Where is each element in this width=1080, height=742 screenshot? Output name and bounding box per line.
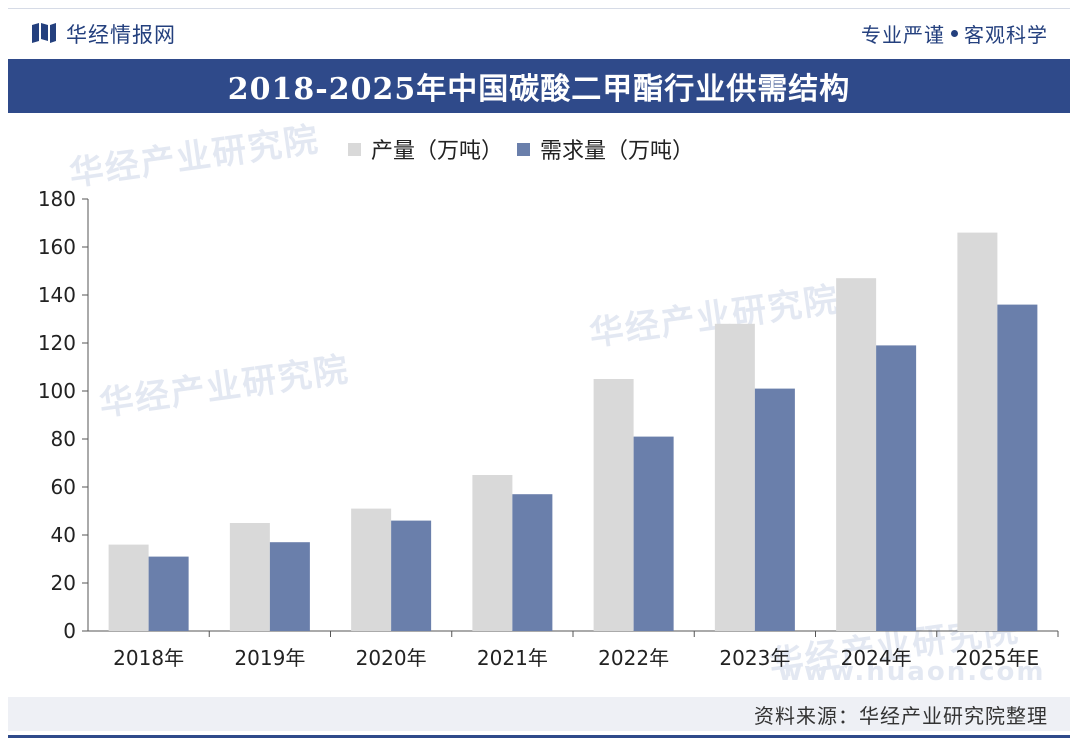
- separator-dot-icon: [951, 30, 958, 37]
- x-tick-label: 2024年: [841, 646, 912, 670]
- bar-demand: [754, 388, 795, 631]
- x-tick-label: 2023年: [719, 646, 790, 670]
- x-tick-label: 2021年: [477, 646, 548, 670]
- legend-swatch-production: [348, 142, 361, 156]
- y-tick-label: 60: [51, 475, 76, 499]
- bar-production: [593, 379, 634, 631]
- header-bar: 华经情报网 专业严谨 客观科学: [8, 9, 1070, 55]
- bar-production: [714, 323, 755, 631]
- legend-item-demand: 需求量（万吨）: [517, 133, 694, 165]
- y-tick-label: 120: [38, 331, 76, 355]
- legend-item-production: 产量（万吨）: [348, 133, 503, 165]
- bar-chart: 0 20 40 60 80 100 120 140 160 180 2018年 2019年 2020年 2…: [38, 187, 1059, 670]
- bar-demand: [148, 556, 189, 631]
- bar-demand: [876, 345, 917, 631]
- y-tick-label: 160: [38, 235, 76, 259]
- bar-demand: [997, 304, 1038, 631]
- y-tick-label: 180: [38, 187, 76, 211]
- bar-production: [957, 232, 998, 631]
- slogan-left: 专业严谨: [861, 23, 945, 47]
- bar-demand: [512, 494, 553, 631]
- brand-name: 华经情报网: [66, 23, 176, 47]
- x-tick-label: 2018年: [113, 646, 184, 670]
- legend-swatch-demand: [517, 142, 531, 156]
- chart-title: 2018-2025年中国碳酸二甲酯行业供需结构: [8, 59, 1070, 113]
- legend-label-demand: 需求量（万吨）: [540, 139, 695, 164]
- brand-logo-icon: [32, 23, 56, 43]
- x-tick-label: 2020年: [356, 646, 427, 670]
- slogan: 专业严谨 客观科学: [861, 19, 1048, 48]
- x-tick-label: 2025年E: [956, 646, 1040, 670]
- y-tick-label: 20: [51, 571, 76, 595]
- slogan-right: 客观科学: [964, 23, 1048, 47]
- bar-demand: [269, 542, 310, 631]
- x-tick-label: 2019年: [234, 646, 305, 670]
- y-tick-label: 140: [38, 283, 76, 307]
- y-tick-label: 80: [51, 427, 76, 451]
- bar-production: [108, 544, 149, 631]
- source-note: 资料来源：华经产业研究院整理: [754, 704, 1048, 728]
- chart-frame: 华经情报网 专业严谨 客观科学 2018-2025年中国碳酸二甲酯行业供需结构 …: [8, 8, 1070, 738]
- y-tick-label: 0: [63, 619, 76, 643]
- bar-production: [351, 508, 392, 631]
- legend-label-production: 产量（万吨）: [371, 139, 504, 164]
- bar-demand: [391, 520, 432, 631]
- bar-demand: [633, 436, 674, 631]
- bar-production: [836, 278, 877, 631]
- footer-bar: 资料来源：华经产业研究院整理: [8, 697, 1070, 731]
- bar-production: [472, 475, 513, 631]
- bar-production: [229, 523, 270, 631]
- y-tick-label: 100: [38, 379, 76, 403]
- y-tick-label: 40: [51, 523, 76, 547]
- chart-legend: 产量（万吨） 需求量（万吨）: [348, 133, 694, 165]
- x-tick-label: 2022年: [598, 646, 669, 670]
